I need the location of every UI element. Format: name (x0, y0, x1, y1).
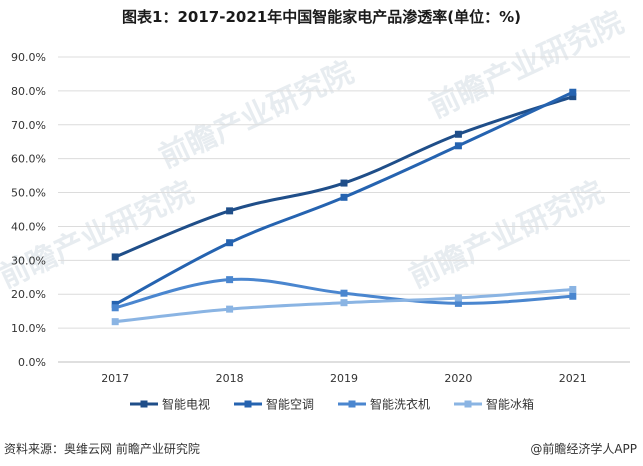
data-point-marker (454, 294, 462, 302)
series-line-1 (113, 95, 575, 259)
data-point-marker (454, 299, 462, 307)
data-point-marker (454, 142, 462, 150)
data-point-marker (340, 179, 348, 187)
data-point-marker (454, 130, 462, 138)
x-tick-label: 2019 (330, 372, 358, 385)
legend-label: 智能电视 (162, 397, 210, 412)
data-point-marker (340, 299, 348, 307)
chart-title: 图表1：2017-2021年中国智能家电产品渗透率(单位：%) (122, 8, 521, 26)
y-tick-label: 60.0% (11, 153, 46, 166)
y-tick-label: 90.0% (11, 51, 46, 64)
y-tick-label: 80.0% (11, 85, 46, 98)
data-point-marker (340, 193, 348, 201)
data-point-marker (111, 253, 119, 261)
x-tick-label: 2020 (444, 372, 472, 385)
legend-swatch-marker (140, 400, 148, 408)
y-tick-label: 40.0% (11, 220, 46, 233)
data-point-marker (226, 207, 234, 215)
y-tick-label: 30.0% (11, 254, 46, 267)
y-tick-label: 10.0% (11, 322, 46, 335)
x-tick-label: 2018 (216, 372, 244, 385)
data-point-marker (569, 88, 577, 96)
legend-label: 智能冰箱 (486, 397, 534, 412)
data-point-marker (111, 304, 119, 312)
data-point-marker (569, 292, 577, 300)
legend-item: 智能电视 (130, 397, 210, 412)
footer: 资料来源：奥维云网 前瞻产业研究院 @前瞻经济学人APP (4, 440, 637, 458)
y-tick-label: 70.0% (11, 119, 46, 132)
data-point-marker (340, 289, 348, 297)
y-tick-label: 20.0% (11, 288, 46, 301)
data-point-marker (226, 305, 234, 313)
x-tick-label: 2021 (559, 372, 587, 385)
data-point-marker (569, 93, 577, 101)
legend-label: 智能洗衣机 (370, 397, 430, 412)
legend-item: 智能冰箱 (454, 397, 534, 412)
legend-swatch-marker (464, 400, 472, 408)
legend-label: 智能空调 (266, 397, 314, 412)
data-point-marker (111, 318, 119, 326)
data-point-marker (569, 285, 577, 293)
y-tick-label: 50.0% (11, 187, 46, 200)
x-tick-label: 2017 (101, 372, 129, 385)
y-tick-label: 0.0% (18, 356, 46, 369)
legend-item: 智能空调 (234, 397, 314, 412)
legend-swatch-marker (244, 400, 252, 408)
data-point-marker (226, 276, 234, 284)
legend-swatch-marker (348, 400, 356, 408)
source-note: 资料来源：奥维云网 前瞻产业研究院 (4, 442, 200, 456)
brand-credit: @前瞻经济学人APP (530, 442, 637, 456)
legend-item: 智能洗衣机 (338, 397, 430, 412)
data-point-marker (226, 239, 234, 247)
